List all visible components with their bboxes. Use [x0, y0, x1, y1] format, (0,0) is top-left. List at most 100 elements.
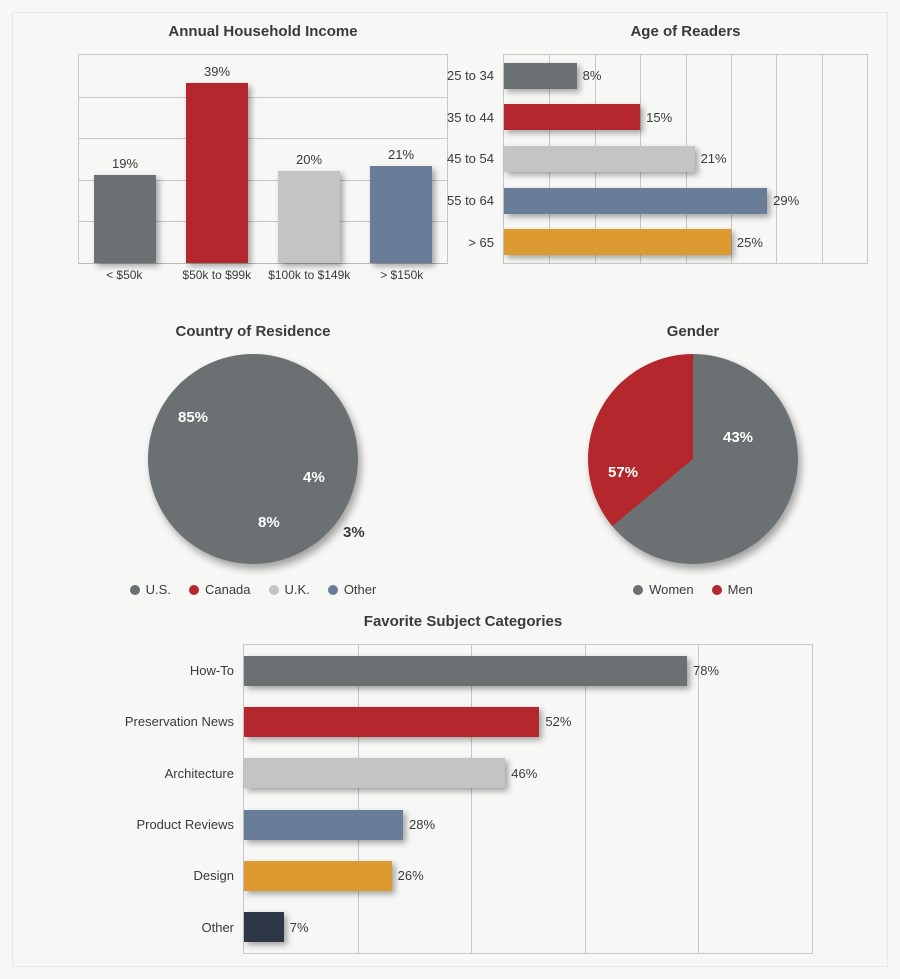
legend-swatch	[269, 585, 279, 595]
hbar-category: How-To	[190, 663, 234, 678]
income-bar-slot: 39%	[171, 55, 263, 263]
legend-swatch	[633, 585, 643, 595]
legend-item: U.S.	[130, 582, 171, 597]
income-bar	[186, 83, 248, 263]
hbar-row: 35 to 4415%	[504, 97, 867, 139]
pie-slice-label: 3%	[343, 524, 365, 541]
legend-swatch	[130, 585, 140, 595]
hbar-value: 28%	[409, 817, 435, 832]
income-title: Annual Household Income	[78, 23, 448, 40]
country-chart: Country of Residence 85% 4% 3% 8% U.S. Canad…	[73, 323, 433, 597]
age-chart: Age of Readers 25 to 348%35 to 4415%45 t…	[503, 23, 868, 264]
income-x-label: > $150k	[356, 268, 449, 282]
country-legend: U.S. Canada U.K. Other	[73, 582, 433, 597]
hbar-value: 52%	[545, 714, 571, 729]
hbar-category: 35 to 44	[447, 110, 494, 125]
age-rows: 25 to 348%35 to 4415%45 to 5421%55 to 64…	[504, 55, 867, 263]
income-x-labels: < $50k$50k to $99k$100k to $149k> $150k	[78, 268, 448, 282]
dashboard: Annual Household Income 19%39%20%21% < $…	[12, 12, 888, 967]
hbar-value: 26%	[398, 868, 424, 883]
income-bar-slot: 21%	[355, 55, 447, 263]
pie-slice-label: 43%	[723, 429, 753, 446]
age-title: Age of Readers	[503, 23, 868, 40]
gender-chart: Gender 57% 43% Women Men	[533, 323, 853, 597]
hbar-row: Product Reviews28%	[244, 799, 812, 850]
age-plot: 25 to 348%35 to 4415%45 to 5421%55 to 64…	[503, 54, 868, 264]
hbar-value: 25%	[737, 235, 763, 250]
hbar-row: 45 to 5421%	[504, 138, 867, 180]
pie-slice-label: 8%	[258, 514, 280, 531]
income-chart: Annual Household Income 19%39%20%21% < $…	[78, 23, 448, 282]
income-x-label: $100k to $149k	[263, 268, 356, 282]
hbar-value: 78%	[693, 663, 719, 678]
hbar-bar	[504, 229, 731, 255]
favorites-plot: How-To78%Preservation News52%Architectur…	[243, 644, 813, 954]
hbar-category: Design	[194, 868, 234, 883]
legend-item: Women	[633, 582, 694, 597]
hbar-row: > 6525%	[504, 221, 867, 263]
hbar-row: Design26%	[244, 850, 812, 901]
income-bar	[370, 166, 432, 263]
favorites-rows: How-To78%Preservation News52%Architectur…	[244, 645, 812, 953]
pie-slice-label: 4%	[303, 469, 325, 486]
income-bar	[94, 175, 156, 263]
legend-swatch	[328, 585, 338, 595]
hbar-category: 55 to 64	[447, 193, 494, 208]
hbar-category: Architecture	[165, 766, 234, 781]
hbar-row: Other7%	[244, 902, 812, 953]
income-bar-value: 19%	[79, 156, 171, 171]
hbar-bar	[244, 810, 403, 840]
hbar-bar	[244, 861, 392, 891]
hbar-row: How-To78%	[244, 645, 812, 696]
pie-slice-label: 85%	[178, 409, 208, 426]
legend-item: U.K.	[269, 582, 310, 597]
income-bar-slot: 20%	[263, 55, 355, 263]
pie-slice-label: 57%	[608, 464, 638, 481]
income-bar-slot: 19%	[79, 55, 171, 263]
gender-pie-wrap: 57% 43%	[533, 354, 853, 564]
legend-item: Other	[328, 582, 377, 597]
hbar-category: > 65	[468, 235, 494, 250]
legend-label: U.K.	[285, 582, 310, 597]
legend-swatch	[189, 585, 199, 595]
hbar-row: 25 to 348%	[504, 55, 867, 97]
hbar-category: 25 to 34	[447, 68, 494, 83]
hbar-bar	[504, 146, 695, 172]
country-pie-wrap: 85% 4% 3% 8%	[73, 354, 433, 564]
legend-label: Other	[344, 582, 377, 597]
income-x-label: $50k to $99k	[171, 268, 264, 282]
legend-label: Men	[728, 582, 753, 597]
hbar-row: Preservation News52%	[244, 696, 812, 747]
hbar-value: 29%	[773, 193, 799, 208]
legend-label: Canada	[205, 582, 251, 597]
income-bar-value: 21%	[355, 147, 447, 162]
hbar-value: 8%	[583, 68, 602, 83]
legend-label: U.S.	[146, 582, 171, 597]
hbar-category: Preservation News	[125, 714, 234, 729]
income-bar	[278, 171, 340, 263]
legend-item: Canada	[189, 582, 251, 597]
income-plot: 19%39%20%21%	[78, 54, 448, 264]
legend-item: Men	[712, 582, 753, 597]
income-bars: 19%39%20%21%	[79, 55, 447, 263]
hbar-category: Product Reviews	[136, 817, 234, 832]
hbar-bar	[504, 104, 640, 130]
legend-label: Women	[649, 582, 694, 597]
income-x-label: < $50k	[78, 268, 171, 282]
hbar-category: 45 to 54	[447, 151, 494, 166]
country-title: Country of Residence	[73, 323, 433, 340]
hbar-bar	[504, 188, 767, 214]
gender-legend: Women Men	[533, 582, 853, 597]
gender-title: Gender	[533, 323, 853, 340]
favorites-chart: Favorite Subject Categories How-To78%Pre…	[113, 613, 813, 954]
hbar-bar	[244, 707, 539, 737]
hbar-row: Architecture46%	[244, 748, 812, 799]
hbar-value: 7%	[290, 920, 309, 935]
country-pie: 85%4%3%8%	[148, 354, 358, 564]
favorites-title: Favorite Subject Categories	[113, 613, 813, 630]
hbar-value: 15%	[646, 110, 672, 125]
gender-pie: 57% 43%	[588, 354, 798, 564]
hbar-row: 55 to 6429%	[504, 180, 867, 222]
hbar-bar	[504, 63, 577, 89]
legend-swatch	[712, 585, 722, 595]
